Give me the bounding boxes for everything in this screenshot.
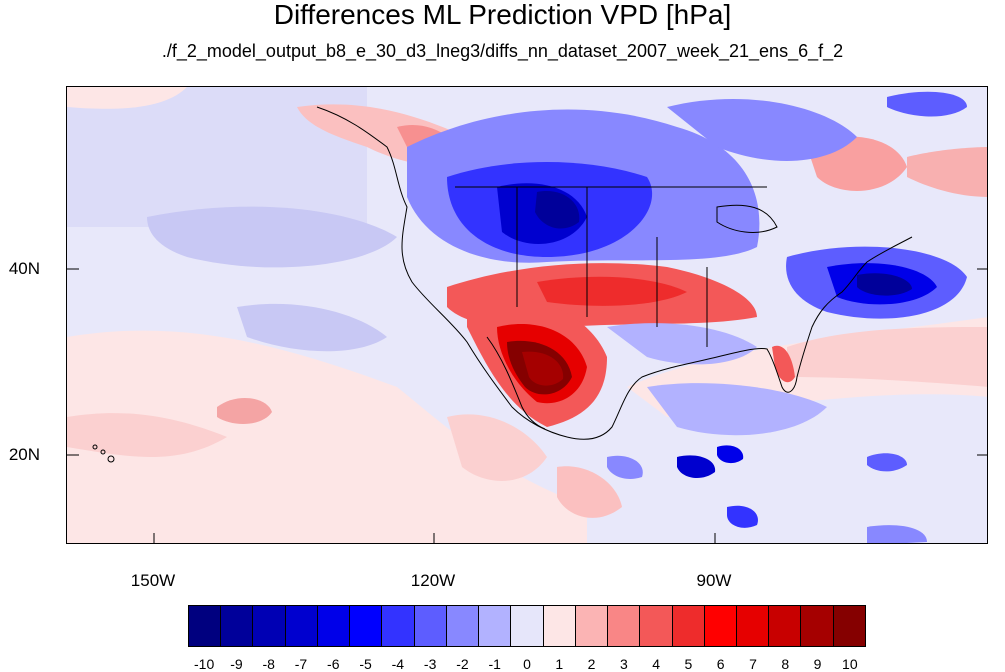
colorbar-swatch xyxy=(446,606,480,646)
colorbar-tick-label: -9 xyxy=(230,656,243,672)
lon-label-150w: 150W xyxy=(130,571,176,590)
colorbar-swatch xyxy=(769,606,802,646)
colorbar-swatch xyxy=(285,606,318,646)
colorbar-swatch xyxy=(704,606,737,646)
colorbar-tick-label: 9 xyxy=(813,656,822,672)
lat-label-40n: 40N xyxy=(8,259,40,278)
colorbar-tick-label: 3 xyxy=(619,656,628,672)
colorbar-tick-label: -7 xyxy=(294,656,308,672)
colorbar-swatch xyxy=(253,606,286,646)
colorbar-swatch xyxy=(833,606,865,646)
colorbar-tick-label: 0 xyxy=(523,656,531,672)
colorbar-tick-label: 8 xyxy=(781,656,790,672)
colorbar-tick-label: 2 xyxy=(587,656,596,672)
colorbar-tick-label: -2 xyxy=(456,656,469,672)
colorbar-swatch xyxy=(801,606,834,646)
colorbar-tick-label: -8 xyxy=(262,656,275,672)
colorbar-swatch xyxy=(414,606,447,646)
lat-label-20n: 20N xyxy=(8,445,40,464)
colorbar-tick-label: 6 xyxy=(716,656,725,672)
colorbar-swatch xyxy=(736,606,770,646)
colorbar-swatch xyxy=(608,606,641,646)
plot-title: Differences ML Prediction VPD [hPa] xyxy=(273,0,732,30)
colorbar-swatch xyxy=(350,606,383,646)
colorbar-swatch xyxy=(382,606,415,646)
colorbar-swatch xyxy=(575,606,609,646)
map-panel xyxy=(66,86,988,544)
colorbar-swatch xyxy=(543,606,576,646)
colorbar-tick-label: -4 xyxy=(391,656,405,672)
lon-label-90w: 90W xyxy=(696,571,732,590)
colorbar-swatch xyxy=(479,606,512,646)
vpd-difference-field xyxy=(67,87,987,543)
colorbar-swatch xyxy=(317,606,351,646)
colorbar-tick-label: 7 xyxy=(749,656,757,672)
colorbar-tick-label: -3 xyxy=(423,656,437,672)
colorbar-swatch xyxy=(189,606,222,646)
colorbar-swatch xyxy=(640,606,673,646)
colorbar-swatch xyxy=(672,606,705,646)
colorbar-tick-label: -10 xyxy=(194,656,215,672)
colorbar-tick-label: -1 xyxy=(488,656,501,672)
plot-subtitle: ./f_2_model_output_b8_e_30_d3_lneg3/diff… xyxy=(161,41,844,61)
colorbar-tick-label: 5 xyxy=(684,656,693,672)
colorbar-tick-label: -5 xyxy=(359,656,372,672)
colorbar-tick-label: 4 xyxy=(652,656,661,672)
colorbar-swatch xyxy=(221,606,254,646)
colorbar-tick-label: 10 xyxy=(842,656,858,672)
lon-label-120w: 120W xyxy=(410,571,456,590)
colorbar-swatch xyxy=(511,606,544,646)
colorbar-tick-label: 1 xyxy=(555,656,564,672)
colorbar-tick-label: -6 xyxy=(327,656,340,672)
colorbar xyxy=(188,605,866,647)
